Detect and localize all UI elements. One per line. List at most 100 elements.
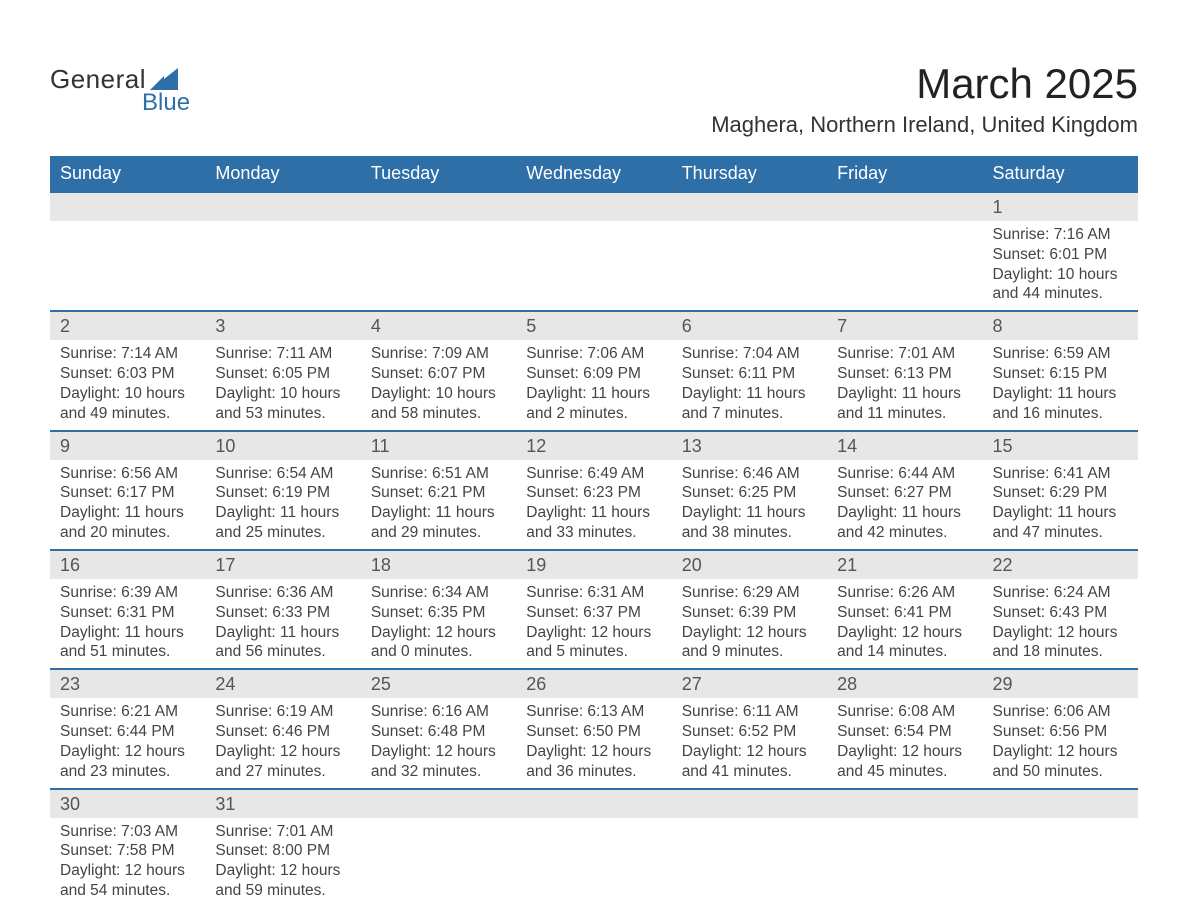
day-details: Sunrise: 7:16 AMSunset: 6:01 PMDaylight:… [983,221,1138,310]
day-sunrise: Sunrise: 6:16 AM [371,702,506,722]
day-dl1: Daylight: 12 hours [837,742,972,762]
day-sunset: Sunset: 6:23 PM [526,483,661,503]
calendar-cell: 1Sunrise: 7:16 AMSunset: 6:01 PMDaylight… [983,192,1138,311]
day-sunrise: Sunrise: 6:08 AM [837,702,972,722]
day-sunset: Sunset: 6:19 PM [215,483,350,503]
empty-day-bar [827,790,982,818]
day-dl2: and 33 minutes. [526,523,661,543]
day-number: 11 [361,432,516,460]
day-sunset: Sunset: 6:13 PM [837,364,972,384]
empty-day-bar [50,193,205,221]
calendar-header: SundayMondayTuesdayWednesdayThursdayFrid… [50,156,1138,192]
calendar-cell: 7Sunrise: 7:01 AMSunset: 6:13 PMDaylight… [827,311,982,430]
calendar-cell: 17Sunrise: 6:36 AMSunset: 6:33 PMDayligh… [205,550,360,669]
day-number: 16 [50,551,205,579]
day-number: 17 [205,551,360,579]
empty-day-bar [516,790,671,818]
day-dl2: and 32 minutes. [371,762,506,782]
day-details: Sunrise: 6:49 AMSunset: 6:23 PMDaylight:… [516,460,671,549]
day-details: Sunrise: 7:11 AMSunset: 6:05 PMDaylight:… [205,340,360,429]
calendar-body: 1Sunrise: 7:16 AMSunset: 6:01 PMDaylight… [50,192,1138,907]
weekday-header: Friday [827,156,982,192]
day-dl2: and 42 minutes. [837,523,972,543]
calendar-cell [205,192,360,311]
day-sunset: Sunset: 6:52 PM [682,722,817,742]
day-number: 26 [516,670,671,698]
day-dl1: Daylight: 11 hours [371,503,506,523]
day-sunset: Sunset: 6:29 PM [993,483,1128,503]
day-dl1: Daylight: 10 hours [215,384,350,404]
calendar-cell: 28Sunrise: 6:08 AMSunset: 6:54 PMDayligh… [827,669,982,788]
day-number: 30 [50,790,205,818]
day-dl1: Daylight: 10 hours [993,265,1128,285]
day-number: 23 [50,670,205,698]
day-dl2: and 51 minutes. [60,642,195,662]
calendar-cell: 13Sunrise: 6:46 AMSunset: 6:25 PMDayligh… [672,431,827,550]
day-details: Sunrise: 7:01 AMSunset: 6:13 PMDaylight:… [827,340,982,429]
calendar-week-row: 2Sunrise: 7:14 AMSunset: 6:03 PMDaylight… [50,311,1138,430]
day-sunset: Sunset: 6:43 PM [993,603,1128,623]
day-number: 31 [205,790,360,818]
calendar-cell: 29Sunrise: 6:06 AMSunset: 6:56 PMDayligh… [983,669,1138,788]
month-title: March 2025 [711,60,1138,108]
calendar-cell [516,192,671,311]
day-dl1: Daylight: 12 hours [993,623,1128,643]
day-dl2: and 0 minutes. [371,642,506,662]
day-details: Sunrise: 7:09 AMSunset: 6:07 PMDaylight:… [361,340,516,429]
day-details: Sunrise: 6:46 AMSunset: 6:25 PMDaylight:… [672,460,827,549]
day-sunrise: Sunrise: 6:39 AM [60,583,195,603]
day-number: 25 [361,670,516,698]
day-dl2: and 2 minutes. [526,404,661,424]
location-text: Maghera, Northern Ireland, United Kingdo… [711,112,1138,138]
day-details: Sunrise: 7:04 AMSunset: 6:11 PMDaylight:… [672,340,827,429]
day-sunrise: Sunrise: 7:04 AM [682,344,817,364]
day-dl2: and 54 minutes. [60,881,195,901]
day-dl1: Daylight: 12 hours [215,742,350,762]
day-sunset: Sunset: 6:41 PM [837,603,972,623]
calendar-cell: 20Sunrise: 6:29 AMSunset: 6:39 PMDayligh… [672,550,827,669]
calendar-cell: 24Sunrise: 6:19 AMSunset: 6:46 PMDayligh… [205,669,360,788]
calendar-cell: 6Sunrise: 7:04 AMSunset: 6:11 PMDaylight… [672,311,827,430]
day-sunset: Sunset: 6:11 PM [682,364,817,384]
day-number: 20 [672,551,827,579]
day-dl1: Daylight: 11 hours [526,384,661,404]
day-dl2: and 7 minutes. [682,404,817,424]
day-dl2: and 29 minutes. [371,523,506,543]
day-dl2: and 45 minutes. [837,762,972,782]
day-sunrise: Sunrise: 6:41 AM [993,464,1128,484]
day-dl2: and 47 minutes. [993,523,1128,543]
day-dl2: and 56 minutes. [215,642,350,662]
calendar-cell: 2Sunrise: 7:14 AMSunset: 6:03 PMDaylight… [50,311,205,430]
brand-bottom-text: Blue [142,89,190,117]
day-sunrise: Sunrise: 6:46 AM [682,464,817,484]
calendar-week-row: 9Sunrise: 6:56 AMSunset: 6:17 PMDaylight… [50,431,1138,550]
calendar-cell [983,789,1138,907]
calendar-cell: 21Sunrise: 6:26 AMSunset: 6:41 PMDayligh… [827,550,982,669]
day-sunset: Sunset: 8:00 PM [215,841,350,861]
day-number: 13 [672,432,827,460]
calendar-week-row: 16Sunrise: 6:39 AMSunset: 6:31 PMDayligh… [50,550,1138,669]
empty-day-bar [672,193,827,221]
day-dl1: Daylight: 11 hours [993,384,1128,404]
day-dl2: and 50 minutes. [993,762,1128,782]
day-dl2: and 25 minutes. [215,523,350,543]
day-sunrise: Sunrise: 6:21 AM [60,702,195,722]
day-dl2: and 44 minutes. [993,284,1128,304]
day-details: Sunrise: 6:24 AMSunset: 6:43 PMDaylight:… [983,579,1138,668]
day-details: Sunrise: 7:03 AMSunset: 7:58 PMDaylight:… [50,818,205,907]
day-sunrise: Sunrise: 6:31 AM [526,583,661,603]
day-dl1: Daylight: 11 hours [993,503,1128,523]
calendar-cell: 9Sunrise: 6:56 AMSunset: 6:17 PMDaylight… [50,431,205,550]
day-details: Sunrise: 6:19 AMSunset: 6:46 PMDaylight:… [205,698,360,787]
day-details: Sunrise: 6:31 AMSunset: 6:37 PMDaylight:… [516,579,671,668]
day-sunset: Sunset: 6:46 PM [215,722,350,742]
day-dl2: and 14 minutes. [837,642,972,662]
day-sunrise: Sunrise: 6:11 AM [682,702,817,722]
day-sunset: Sunset: 6:09 PM [526,364,661,384]
brand-logo: General Blue [50,64,190,117]
day-sunset: Sunset: 6:03 PM [60,364,195,384]
day-sunset: Sunset: 6:54 PM [837,722,972,742]
day-sunrise: Sunrise: 7:09 AM [371,344,506,364]
calendar-cell [516,789,671,907]
day-number: 18 [361,551,516,579]
